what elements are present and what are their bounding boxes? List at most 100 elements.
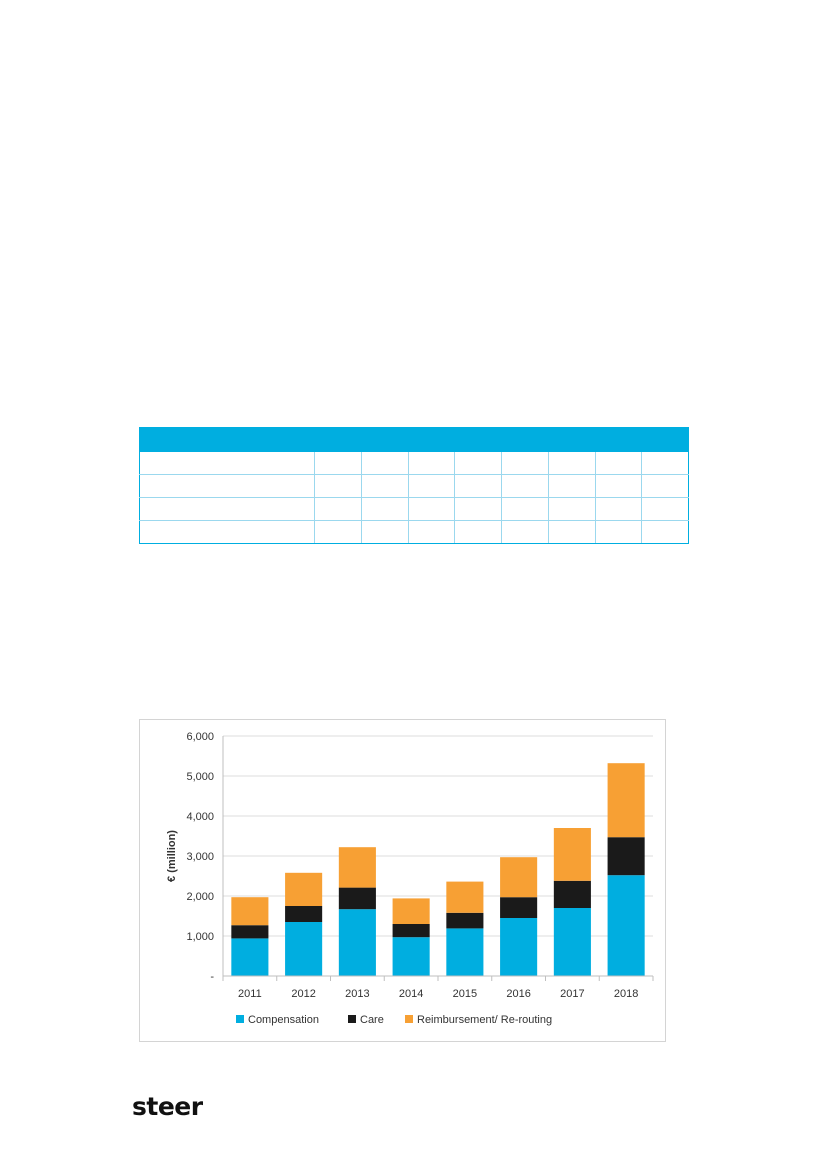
legend-label: Reimbursement/ Re-routing xyxy=(417,1014,552,1026)
bar-segment-compensation xyxy=(553,908,591,976)
table-cell xyxy=(314,497,362,521)
table-cell xyxy=(547,520,596,544)
table-cell xyxy=(139,520,315,544)
bar-segment-reimbursement-re-routing xyxy=(338,847,376,888)
table-row xyxy=(139,497,689,521)
table-cell xyxy=(454,474,502,498)
table-cell xyxy=(360,474,409,498)
table-cell xyxy=(407,451,456,475)
table-header-cell xyxy=(314,427,362,452)
table-cell xyxy=(139,497,315,521)
table-cell xyxy=(641,474,689,498)
table-row xyxy=(139,520,689,544)
y-axis-title: € (million) xyxy=(166,830,178,882)
bars xyxy=(231,763,645,976)
chart-frame: - 1,000 2,000 3,000 4,000 5,000 6,000 2011 2012 2… xyxy=(139,719,666,1042)
bar-segment-compensation xyxy=(607,875,645,976)
table-cell xyxy=(641,520,689,544)
bar-segment-compensation xyxy=(338,909,376,976)
x-tick-label: 2015 xyxy=(453,988,477,1000)
legend: Compensation Care Reimbursement/ Re-routin… xyxy=(236,1014,552,1026)
stacked-bar-chart: - 1,000 2,000 3,000 4,000 5,000 6,000 2011 2012 2… xyxy=(166,731,654,1026)
table-cell xyxy=(314,451,362,475)
table-cell xyxy=(407,497,456,521)
x-tick-label: 2014 xyxy=(399,988,423,1000)
bar-segment-reimbursement-re-routing xyxy=(446,881,484,913)
bar-segment-care xyxy=(607,837,645,876)
bar-segment-reimbursement-re-routing xyxy=(285,872,323,906)
table-cell xyxy=(139,451,315,475)
bar-segment-care xyxy=(338,887,376,910)
table-cell xyxy=(547,474,596,498)
y-tick-label: 6,000 xyxy=(186,731,214,743)
bar-segment-reimbursement-re-routing xyxy=(231,897,269,926)
bar-segment-reimbursement-re-routing xyxy=(553,828,591,881)
y-tick-label: 3,000 xyxy=(186,851,214,863)
y-tick-label: 2,000 xyxy=(186,891,214,903)
x-tick-label: 2011 xyxy=(238,988,262,1000)
table-cell xyxy=(641,497,689,521)
table-cell xyxy=(501,474,549,498)
table-header-cell xyxy=(641,427,689,452)
steer-logo: steer xyxy=(132,1092,203,1121)
table-cell xyxy=(454,520,502,544)
table-header-cell xyxy=(407,427,456,452)
table-cell xyxy=(314,474,362,498)
table-cell xyxy=(360,520,409,544)
table-cell xyxy=(501,520,549,544)
bar-segment-care xyxy=(553,880,591,908)
legend-swatch xyxy=(405,1015,413,1023)
table-cell xyxy=(501,451,549,475)
legend-label: Compensation xyxy=(248,1014,319,1026)
table-cell xyxy=(547,497,596,521)
table-cell xyxy=(407,474,456,498)
table-row xyxy=(139,451,689,475)
axes: - 1,000 2,000 3,000 4,000 5,000 6,000 2011 2012 2… xyxy=(186,731,654,1000)
table-cell xyxy=(501,497,549,521)
table-header-row xyxy=(139,427,689,452)
bar-segment-care xyxy=(285,906,323,922)
bar-segment-compensation xyxy=(392,937,430,976)
table-header-cell xyxy=(594,427,643,452)
bar-segment-reimbursement-re-routing xyxy=(607,763,645,838)
y-tick-label: 4,000 xyxy=(186,811,214,823)
bar-segment-care xyxy=(231,925,269,939)
x-tick-label: 2018 xyxy=(614,988,638,1000)
table-cell xyxy=(594,474,643,498)
table-header-cell xyxy=(454,427,502,452)
y-tick-label: 5,000 xyxy=(186,771,214,783)
bar-segment-compensation xyxy=(231,938,269,976)
table-cell xyxy=(641,451,689,475)
table-cell xyxy=(360,451,409,475)
bar-segment-compensation xyxy=(500,918,538,976)
table-header-cell xyxy=(360,427,409,452)
x-tick-label: 2016 xyxy=(506,988,530,1000)
bar-segment-reimbursement-re-routing xyxy=(392,898,430,924)
table-cell xyxy=(547,451,596,475)
table-cell xyxy=(454,497,502,521)
legend-swatch xyxy=(348,1015,356,1023)
legend-swatch xyxy=(236,1015,244,1023)
legend-label: Care xyxy=(360,1014,384,1026)
bar-segment-care xyxy=(446,912,484,929)
y-tick-label: 1,000 xyxy=(186,931,214,943)
x-tick-label: 2017 xyxy=(560,988,584,1000)
table-header-cell xyxy=(547,427,596,452)
table-header-cell xyxy=(501,427,549,452)
table-cell xyxy=(314,520,362,544)
table-cell xyxy=(594,451,643,475)
bar-segment-care xyxy=(392,924,430,938)
table-cell xyxy=(594,520,643,544)
data-table xyxy=(139,427,689,544)
bar-segment-reimbursement-re-routing xyxy=(500,857,538,898)
table-cell xyxy=(594,497,643,521)
bar-segment-compensation xyxy=(446,928,484,976)
bar-segment-care xyxy=(500,897,538,918)
table-header-cell xyxy=(139,427,315,452)
y-tick-label: - xyxy=(210,971,214,983)
table-cell xyxy=(360,497,409,521)
table-cell xyxy=(139,474,315,498)
x-tick-label: 2013 xyxy=(345,988,369,1000)
bar-segment-compensation xyxy=(285,922,323,976)
x-tick-label: 2012 xyxy=(291,988,315,1000)
